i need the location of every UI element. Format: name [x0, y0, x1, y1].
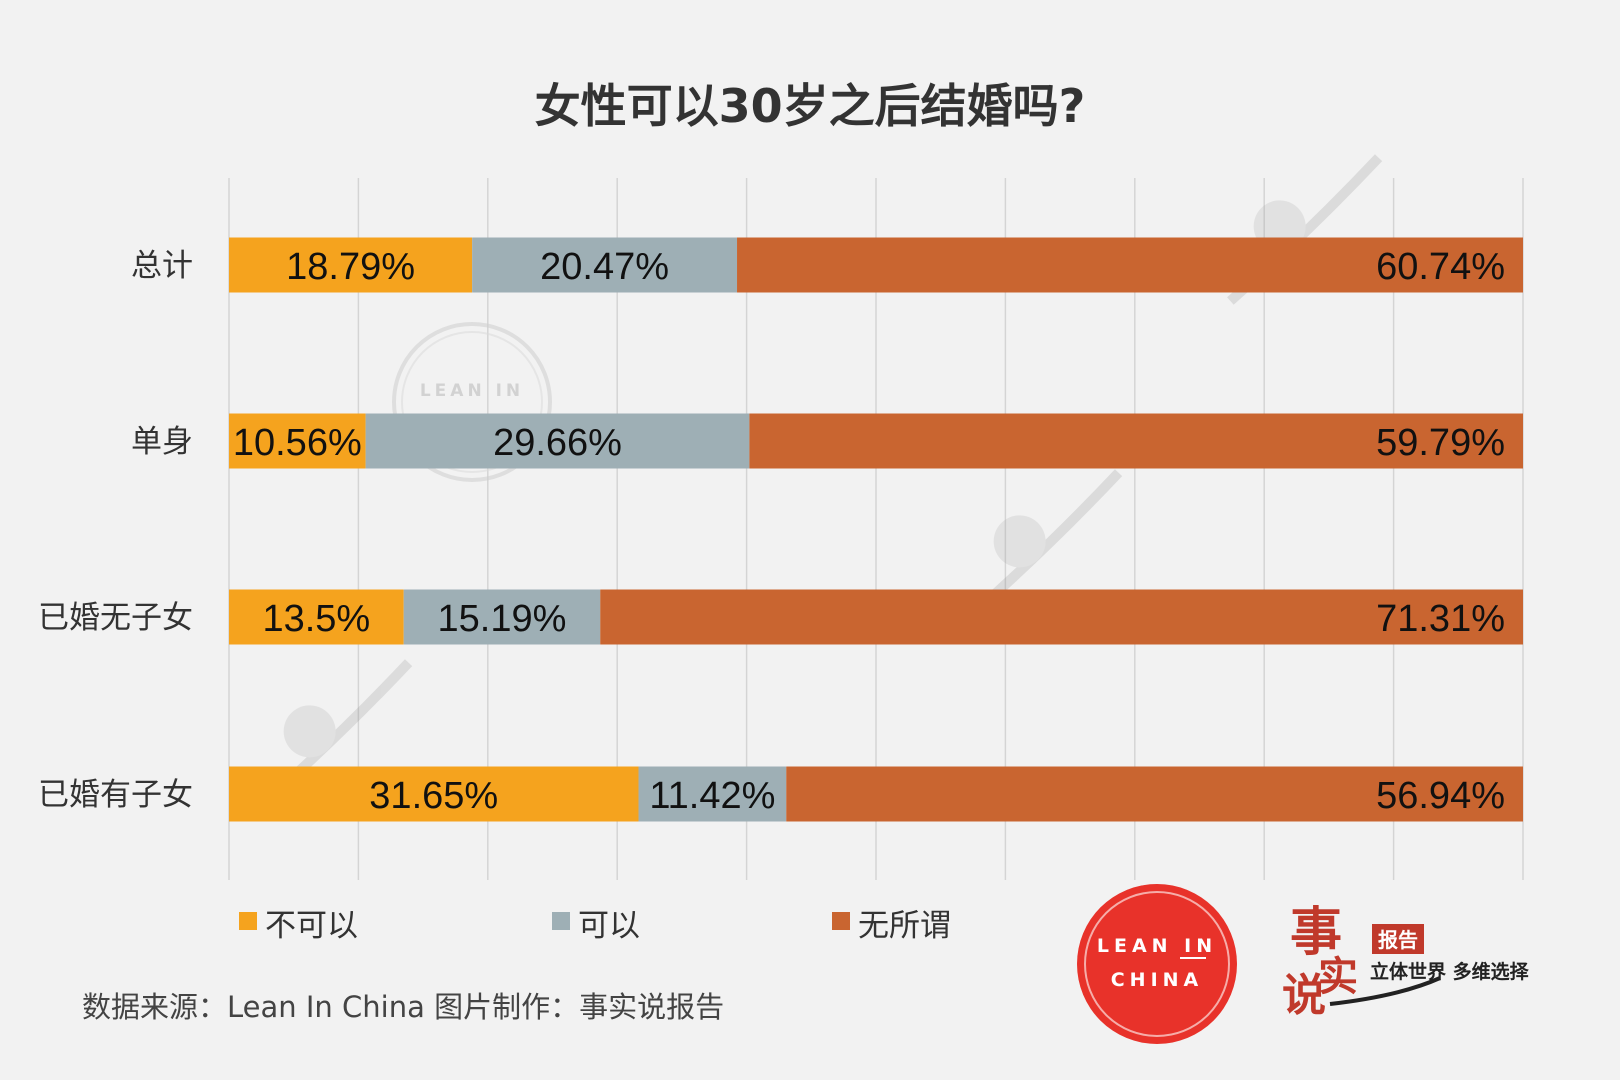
- category-label: 已婚无子女: [38, 600, 193, 636]
- bar-segment: [229, 589, 404, 645]
- brand-brush-stroke: [1329, 976, 1441, 1006]
- data-label: 59.79%: [1376, 422, 1505, 464]
- legend-label: 可以: [578, 908, 640, 944]
- source-credit: 数据来源：Lean In China 图片制作：事实说报告: [82, 990, 724, 1024]
- data-label: 29.66%: [493, 422, 622, 464]
- legend: 不可以 可以 无所谓: [239, 908, 951, 944]
- data-label: 56.94%: [1376, 775, 1505, 817]
- bar-segment: [600, 589, 1523, 645]
- brand-char-1: 事: [1290, 902, 1342, 963]
- bar-segment: [472, 237, 738, 293]
- watermark-lean-in-top: LEAN IN: [420, 381, 524, 401]
- bar-segment: [749, 413, 1523, 469]
- lean-in-china-logo: LEAN IN CHINA: [1077, 884, 1237, 1044]
- category-label: 已婚有子女: [38, 777, 193, 813]
- bar-segment: [403, 589, 601, 645]
- data-label: 20.47%: [540, 246, 669, 288]
- data-label: 31.65%: [369, 775, 498, 817]
- brand-char-3: 说: [1282, 970, 1326, 1021]
- lean-in-logo-circle: [1077, 884, 1237, 1044]
- legend-swatch: [832, 912, 850, 930]
- bar-segment: [365, 413, 750, 469]
- legend-label: 不可以: [265, 908, 358, 944]
- data-label: 60.74%: [1376, 246, 1505, 288]
- bar-segment: [229, 766, 639, 822]
- legend-swatch: [552, 912, 570, 930]
- lean-in-logo-bottom: CHINA: [1111, 969, 1204, 991]
- brand-tag: 报告: [1378, 928, 1418, 952]
- lean-in-logo-top: LEAN IN: [1097, 935, 1217, 957]
- bar-segment: [786, 766, 1523, 822]
- data-label: 10.56%: [233, 422, 362, 464]
- data-labels: 18.79% 20.47% 60.74% 10.56% 29.66% 59.79% 13.5…: [233, 246, 1505, 817]
- legend-swatch: [239, 912, 257, 930]
- bars: [229, 237, 1523, 822]
- brand-subtitle: 立体世界 多维选择: [1370, 960, 1530, 983]
- bar-segment: [737, 237, 1523, 293]
- data-label: 11.42%: [649, 775, 775, 817]
- chart-title: 女性可以30岁之后结婚吗?: [535, 79, 1086, 133]
- data-label: 15.19%: [438, 598, 567, 640]
- data-label: 13.5%: [262, 598, 370, 640]
- data-label: 18.79%: [286, 246, 415, 288]
- category-label: 总计: [131, 248, 193, 284]
- data-label: 71.31%: [1376, 598, 1505, 640]
- legend-label: 无所谓: [858, 908, 951, 944]
- gridlines: [228, 178, 1524, 880]
- bar-segment: [229, 413, 366, 469]
- brand-logo: 事 实 说 报告 立体世界 多维选择: [1282, 902, 1530, 1021]
- brand-tag-box: [1372, 924, 1424, 954]
- category-label: 单身: [131, 424, 193, 460]
- brand-char-2: 实: [1318, 953, 1358, 1000]
- bar-segment: [229, 237, 473, 293]
- bar-segment: [638, 766, 787, 822]
